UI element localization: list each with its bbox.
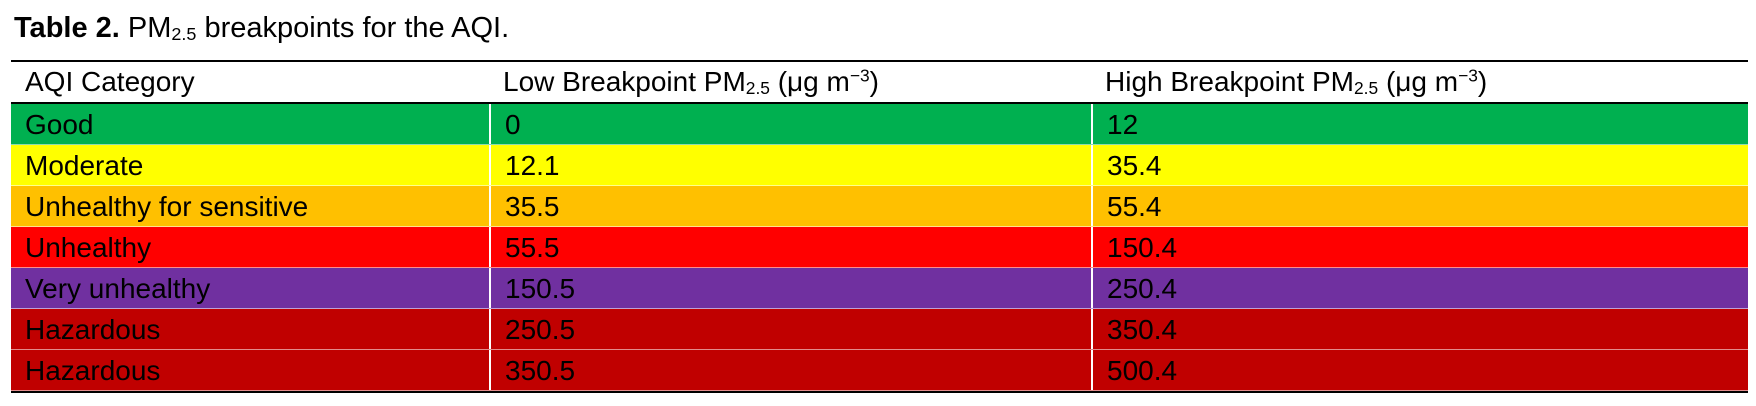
- table-row: Hazardous 350.5 500.4: [11, 350, 1748, 391]
- cell-category: Unhealthy: [25, 232, 152, 263]
- header-high-unit-sup: −3: [1458, 65, 1478, 86]
- aqi-breakpoints-table: AQI Category Low Breakpoint PM2.5 (μg m−…: [11, 60, 1748, 393]
- cell-high: 35.4: [1091, 145, 1748, 185]
- header-low-unit-sup: −3: [849, 65, 870, 86]
- cell-high: 350.4: [1091, 309, 1748, 349]
- caption-text-before: PM: [127, 12, 172, 44]
- cell-high: 55.4: [1091, 186, 1748, 226]
- header-high-prefix: High Breakpoint PM: [1105, 66, 1355, 97]
- caption-subscript: 2.5: [171, 24, 197, 45]
- cell-low: 350.5: [489, 350, 1091, 390]
- header-high-breakpoint: High Breakpoint PM2.5 (μg m−3): [1091, 62, 1748, 102]
- header-low-breakpoint: Low Breakpoint PM2.5 (μg m−3): [489, 62, 1091, 102]
- cell-category: Good: [25, 109, 94, 140]
- table-header-rule: [11, 102, 1748, 104]
- header-high-sub: 2.5: [1354, 78, 1379, 99]
- table-top-rule: [11, 60, 1748, 62]
- cell-low: 250.5: [489, 309, 1091, 349]
- cell-category: Very unhealthy: [25, 273, 211, 304]
- table-row: Moderate 12.1 35.4: [11, 145, 1748, 186]
- cell-high: 12: [1091, 104, 1748, 144]
- table-caption: Table 2. PM2.5 breakpoints for the AQI.: [14, 8, 509, 48]
- cell-high: 500.4: [1091, 350, 1748, 390]
- header-low-prefix: Low Breakpoint PM: [503, 66, 746, 97]
- table-row: Hazardous 250.5 350.4: [11, 309, 1748, 350]
- caption-text-after: breakpoints for the AQI.: [204, 12, 510, 44]
- cell-high: 150.4: [1091, 227, 1748, 267]
- header-low-unit-close: ): [869, 66, 879, 97]
- cell-category: Hazardous: [25, 355, 161, 386]
- table-row: Unhealthy 55.5 150.4: [11, 227, 1748, 268]
- table-row: Good 0 12: [11, 104, 1748, 145]
- cell-low: 55.5: [489, 227, 1091, 267]
- table-bottom-rule: [11, 391, 1748, 393]
- table-row: Very unhealthy 150.5 250.4: [11, 268, 1748, 309]
- table-header-row: AQI Category Low Breakpoint PM2.5 (μg m−…: [11, 62, 1748, 102]
- header-low-unit-open: (μg m: [777, 66, 850, 97]
- cell-category: Hazardous: [25, 314, 161, 345]
- cell-low: 12.1: [489, 145, 1091, 185]
- cell-category: Moderate: [25, 150, 144, 181]
- cell-low: 0: [489, 104, 1091, 144]
- header-category: AQI Category: [25, 66, 195, 97]
- header-high-unit-close: ): [1477, 66, 1488, 97]
- cell-low: 150.5: [489, 268, 1091, 308]
- header-low-sub: 2.5: [745, 78, 770, 99]
- cell-low: 35.5: [489, 186, 1091, 226]
- caption-label: Table 2.: [14, 12, 120, 44]
- cell-category: Unhealthy for sensitive: [25, 191, 309, 222]
- header-high-unit-open: (μg m: [1385, 66, 1459, 97]
- cell-high: 250.4: [1091, 268, 1748, 308]
- table-row: Unhealthy for sensitive 35.5 55.4: [11, 186, 1748, 227]
